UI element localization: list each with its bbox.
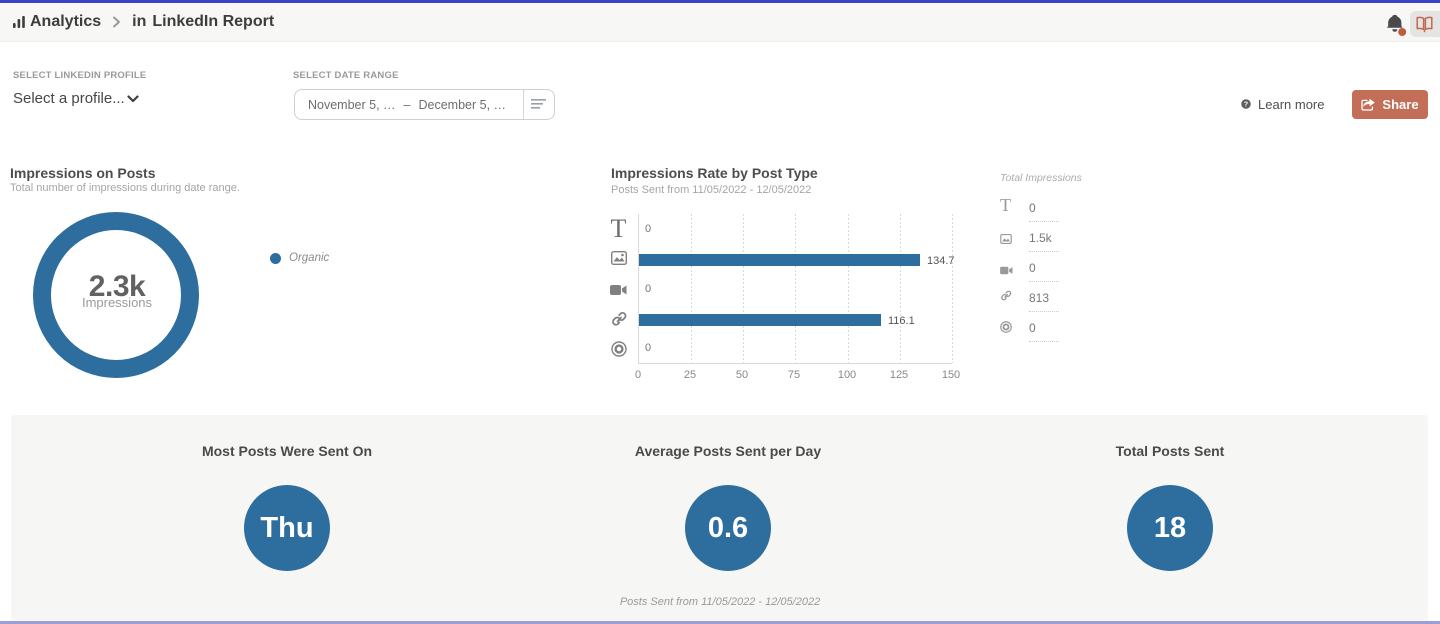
svg-text:?: ? [1244,101,1248,109]
